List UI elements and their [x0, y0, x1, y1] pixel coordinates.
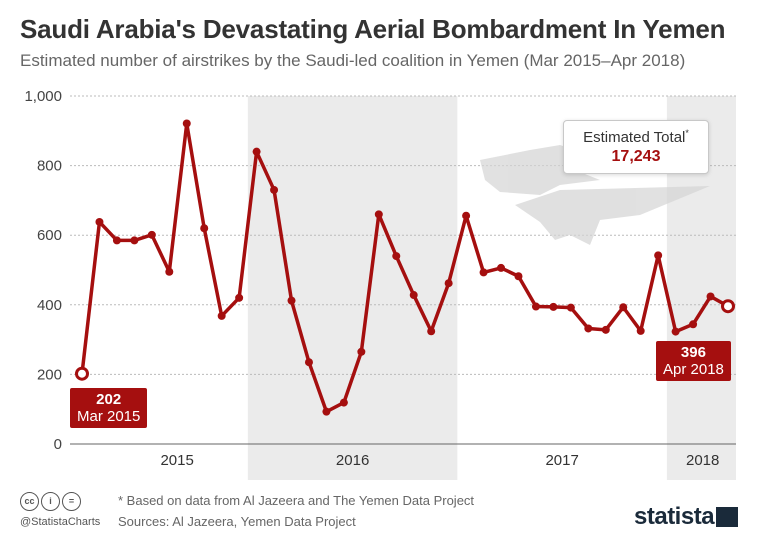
y-tick-label: 600 [37, 227, 62, 244]
data-point [165, 267, 174, 276]
data-point [619, 303, 628, 312]
end-value: 396 [680, 344, 706, 361]
cc-icon: cc [20, 492, 39, 511]
estimated-total-box: Estimated Total* 17,243 [563, 120, 709, 174]
data-point [462, 211, 471, 220]
statista-logo[interactable]: statista [634, 503, 715, 530]
data-point [270, 185, 279, 194]
data-point [200, 224, 209, 233]
sources: Sources: Al Jazeera, Yemen Data Project [118, 514, 356, 529]
no-derivatives-icon: = [62, 492, 81, 511]
data-point [584, 324, 593, 333]
data-point [654, 251, 663, 260]
start-label: Mar 2015 [77, 408, 141, 425]
data-point [252, 147, 261, 156]
x-year-label: 2015 [160, 452, 193, 469]
data-point [322, 407, 331, 416]
estimated-total-label: Estimated Total* [583, 128, 689, 146]
start-annotation: 202 Mar 2015 [70, 388, 148, 428]
x-year-label: 2017 [545, 452, 578, 469]
y-tick-label: 0 [54, 436, 62, 453]
data-point [706, 292, 715, 301]
data-point [671, 327, 680, 336]
data-point [147, 230, 156, 239]
end-annotation: 396 Apr 2018 [656, 341, 731, 381]
data-point [357, 347, 366, 356]
data-point [514, 272, 523, 281]
y-tick-label: 1,000 [24, 88, 62, 105]
data-point [339, 398, 348, 407]
chart-title: Saudi Arabia's Devastating Aerial Bombar… [20, 14, 726, 44]
data-point [287, 296, 296, 305]
attribution-icon: i [41, 492, 60, 511]
data-point [95, 217, 104, 226]
data-point [374, 210, 383, 219]
y-tick-label: 800 [37, 158, 62, 175]
chart-subtitle: Estimated number of airstrikes by the Sa… [20, 51, 686, 70]
data-point [497, 263, 506, 272]
end-label: Apr 2018 [663, 361, 724, 378]
data-point [549, 302, 558, 311]
data-point [392, 252, 401, 261]
statista-logo-icon [716, 507, 738, 527]
start-value: 202 [96, 391, 122, 408]
data-point [235, 293, 244, 302]
data-point [112, 236, 121, 245]
footnote: * Based on data from Al Jazeera and The … [118, 493, 475, 508]
data-point [566, 303, 575, 312]
data-point [721, 299, 735, 314]
data-point [479, 268, 488, 277]
twitter-handle[interactable]: @StatistaCharts [20, 516, 101, 528]
data-point [182, 119, 191, 128]
data-point [427, 327, 436, 336]
series-line [80, 121, 729, 414]
x-year-label: 2016 [336, 452, 369, 469]
data-point [531, 302, 540, 311]
data-point [444, 279, 453, 288]
data-point [130, 236, 139, 245]
data-point [75, 366, 89, 381]
year-band-0 [247, 96, 458, 480]
data-point [689, 320, 698, 329]
license-icons: cc i = [20, 491, 83, 511]
y-tick-label: 400 [37, 297, 62, 314]
estimated-total-value: 17,243 [611, 148, 661, 165]
data-point [601, 325, 610, 334]
x-year-label: 2018 [686, 452, 719, 469]
data-point [636, 326, 645, 335]
y-tick-label: 200 [37, 366, 62, 383]
data-point [304, 358, 313, 367]
data-point [409, 291, 418, 300]
data-point [217, 311, 226, 320]
